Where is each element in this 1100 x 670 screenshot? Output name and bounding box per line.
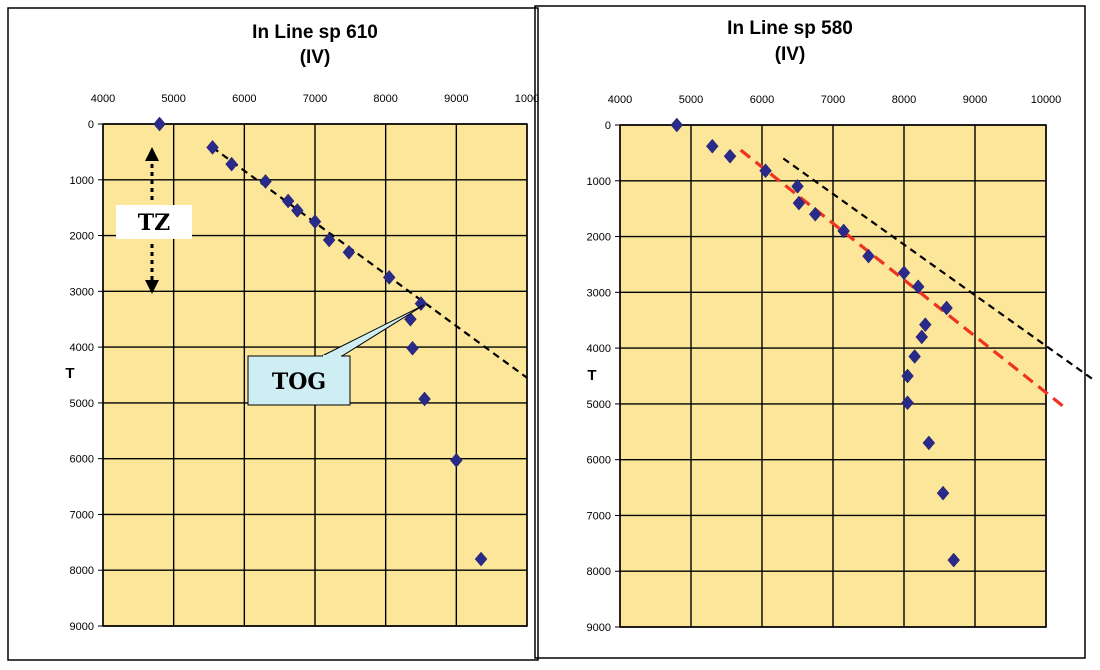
y-tick-label: 5000 — [70, 398, 94, 410]
arrow-up-icon — [145, 147, 159, 161]
right-panel-border — [534, 5, 1086, 659]
trend-line-red — [739, 148, 1069, 411]
left-panel-border — [7, 7, 539, 661]
y-tick-label: 7000 — [587, 510, 611, 522]
chart-sp610: In Line sp 610 (IV) T 4000 5000 6000 7000 80… — [65, 22, 539, 633]
data-point — [947, 552, 960, 568]
data-point — [915, 329, 929, 345]
y-tick-label: 7000 — [70, 509, 94, 521]
data-point — [723, 148, 737, 164]
y-tick-label: 0 — [88, 119, 94, 131]
y-tick-label: 0 — [605, 120, 611, 132]
chart-title: In Line sp 610 — [252, 22, 378, 43]
data-point — [901, 368, 914, 384]
data-point — [940, 300, 953, 316]
data-point — [908, 349, 921, 364]
y-tick-label: 1000 — [70, 175, 94, 187]
data-point — [450, 452, 463, 468]
data-point — [474, 551, 488, 567]
data-point — [901, 395, 914, 411]
tz-annotation: TZ — [116, 147, 192, 294]
y-tick-label: 9000 — [70, 621, 94, 633]
x-tick-label: 4000 — [608, 94, 632, 106]
data-point — [808, 206, 822, 222]
y-tick-label: 6000 — [587, 455, 611, 467]
data-point — [153, 116, 166, 132]
chart-sp580: In Line sp 580 (IV) T 4000 5000 6000 7000 80… — [587, 18, 1093, 634]
y-tick-label: 6000 — [70, 454, 94, 466]
data-point — [281, 193, 295, 209]
y-tick-label: 2000 — [587, 232, 611, 244]
data-point — [342, 244, 356, 260]
x-tick-label: 6000 — [750, 94, 774, 106]
tz-label: TZ — [138, 210, 170, 236]
data-point — [911, 279, 925, 295]
tog-callout-box — [247, 355, 351, 406]
data-point — [897, 265, 911, 281]
data-point — [206, 140, 219, 155]
x-tick-label: 5000 — [679, 94, 703, 106]
data-point — [406, 340, 419, 356]
y-tick-label: 3000 — [70, 286, 94, 298]
y-tick-label: 5000 — [587, 399, 611, 411]
x-tick-label: 7000 — [303, 93, 327, 105]
x-tick-label: 4000 — [91, 93, 115, 105]
data-point — [418, 391, 431, 407]
chart-title: In Line sp 580 — [727, 18, 853, 39]
trend-line-black — [782, 157, 1093, 380]
tz-label-box — [116, 205, 192, 239]
y-tick-label: 8000 — [587, 566, 611, 578]
x-tick-label: 9000 — [444, 93, 468, 105]
tog-label: TOG — [272, 369, 326, 395]
x-tick-label: 1000 — [515, 93, 539, 105]
data-point — [792, 195, 806, 211]
y-tick-label: 3000 — [587, 287, 611, 299]
tog-callout: TOG — [247, 304, 425, 406]
y-axis-label: T — [65, 365, 74, 382]
x-tick-label: 8000 — [373, 93, 397, 105]
data-point — [922, 435, 936, 451]
chart-subtitle: (IV) — [300, 47, 331, 68]
x-tick-label: 5000 — [161, 93, 185, 105]
data-point — [308, 214, 322, 229]
x-tick-label: 10000 — [1031, 94, 1062, 106]
data-point — [706, 138, 719, 154]
x-tick-label: 9000 — [963, 94, 987, 106]
data-point — [837, 223, 850, 239]
data-point — [759, 163, 772, 179]
data-point — [414, 296, 428, 311]
data-point — [225, 156, 238, 172]
data-point — [919, 317, 932, 333]
y-tick-label: 4000 — [587, 343, 611, 355]
data-point — [322, 232, 336, 248]
x-tick-label: 7000 — [821, 94, 845, 106]
data-point — [862, 248, 875, 264]
data-point — [936, 485, 950, 501]
data-point — [259, 174, 272, 189]
data-point — [670, 117, 684, 133]
x-tick-label: 8000 — [892, 94, 916, 106]
y-tick-label: 1000 — [587, 176, 611, 188]
y-tick-label: 9000 — [587, 622, 611, 634]
arrow-down-icon — [145, 280, 159, 294]
data-point — [382, 270, 396, 285]
data-point — [291, 203, 304, 218]
y-tick-label: 4000 — [70, 342, 94, 354]
data-point — [791, 178, 804, 194]
x-tick-label: 6000 — [232, 93, 256, 105]
y-tick-label: 2000 — [70, 231, 94, 243]
y-axis-label: T — [587, 367, 596, 384]
chart-subtitle: (IV) — [775, 44, 806, 65]
y-tick-label: 8000 — [70, 565, 94, 577]
